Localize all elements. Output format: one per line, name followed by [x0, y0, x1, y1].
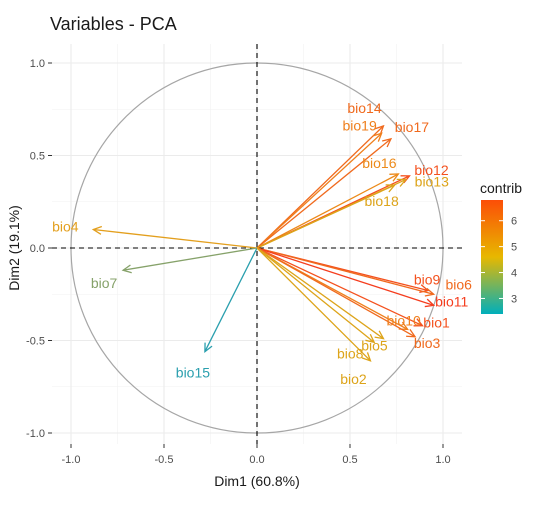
arrowhead-bio5	[374, 330, 385, 340]
label-bio1: bio1	[423, 315, 450, 331]
x-axis-title: Dim1 (60.8%)	[214, 473, 300, 489]
arrow-bio6	[256, 247, 434, 295]
arrow-bio19	[256, 132, 383, 249]
y-tick-label: 1.0	[30, 58, 45, 70]
legend: contrib 6 5 4 3	[480, 180, 522, 314]
label-bio16: bio16	[362, 155, 396, 171]
legend-tick-label: 5	[511, 242, 517, 254]
chart-title: Variables - PCA	[50, 14, 177, 34]
label-bio15: bio15	[176, 365, 210, 381]
label-bio10: bio10	[387, 312, 421, 328]
y-tick-label: -1.0	[26, 428, 45, 440]
arrow-bio5	[256, 247, 384, 340]
arrow-bio16	[256, 173, 399, 249]
label-bio4: bio4	[52, 219, 79, 235]
legend-colorbar	[481, 200, 503, 314]
legend-tick-label: 4	[511, 268, 517, 280]
label-bio12: bio12	[414, 162, 448, 178]
x-tick-label: 1.0	[435, 454, 450, 466]
arrow-bio14	[256, 125, 384, 249]
label-bio14: bio14	[347, 100, 381, 116]
arrow-bio11	[256, 247, 434, 306]
x-tick-label: 0.5	[342, 454, 357, 466]
label-bio11: bio11	[435, 293, 468, 309]
arrowhead-bio11	[424, 298, 436, 308]
legend-tick-label: 3	[511, 293, 517, 305]
label-bio9: bio9	[414, 272, 441, 288]
variable-arrows	[91, 124, 436, 362]
label-bio2: bio2	[340, 371, 367, 387]
y-tick-label: -0.5	[26, 336, 45, 348]
arrowhead-bio1	[413, 318, 424, 327]
arrow-bio4	[93, 228, 258, 249]
x-axis-ticks: -1.0 -0.5 0.0 0.5 1.0	[62, 444, 451, 466]
legend-title: contrib	[480, 180, 522, 196]
arrowhead-bio15	[204, 342, 213, 353]
x-tick-label: -0.5	[155, 454, 174, 466]
label-bio5: bio5	[361, 338, 388, 354]
arrowhead-bio6	[424, 287, 436, 297]
label-bio19: bio19	[342, 117, 376, 133]
y-tick-label: 0.0	[30, 243, 45, 255]
origin-reference-lines	[52, 44, 462, 444]
label-bio13: bio13	[415, 174, 449, 190]
arrowhead-bio4	[91, 225, 103, 235]
y-tick-label: 0.5	[30, 151, 45, 163]
legend-ticks: 6 5 4 3	[481, 216, 517, 305]
arrow-bio17	[256, 138, 392, 249]
label-bio3: bio3	[414, 335, 441, 351]
arrowhead-bio17	[382, 137, 393, 148]
arrowhead-bio7	[121, 264, 132, 274]
arrowhead-bio19	[372, 132, 383, 142]
label-bio7: bio7	[91, 275, 118, 291]
label-bio18: bio18	[365, 193, 399, 209]
arrowhead-bio18	[385, 184, 397, 193]
arrow-bio1	[256, 247, 423, 327]
arrow-bio3	[256, 247, 416, 338]
arrow-bio8	[256, 247, 375, 343]
arrowhead-bio3	[406, 329, 417, 338]
arrowhead-bio16	[389, 173, 400, 182]
arrow-bio2	[256, 247, 371, 362]
label-bio17: bio17	[395, 119, 429, 135]
legend-tick-label: 6	[511, 216, 517, 228]
x-tick-label: 0.0	[249, 454, 264, 466]
x-tick-label: -1.0	[62, 454, 81, 466]
label-bio8: bio8	[337, 345, 364, 361]
y-axis-ticks: 1.0 0.5 0.0 -0.5 -1.0	[26, 58, 52, 440]
arrowhead-bio13	[396, 178, 408, 187]
arrowhead-bio14	[374, 124, 385, 135]
arrowhead-bio2	[361, 352, 372, 362]
arrow-bio15	[204, 247, 258, 352]
y-axis-title: Dim2 (19.1%)	[6, 205, 22, 291]
arrow-bio18	[256, 184, 395, 249]
arrow-bio7	[122, 247, 258, 271]
label-bio6: bio6	[445, 276, 472, 292]
arrowhead-bio8	[365, 333, 376, 344]
